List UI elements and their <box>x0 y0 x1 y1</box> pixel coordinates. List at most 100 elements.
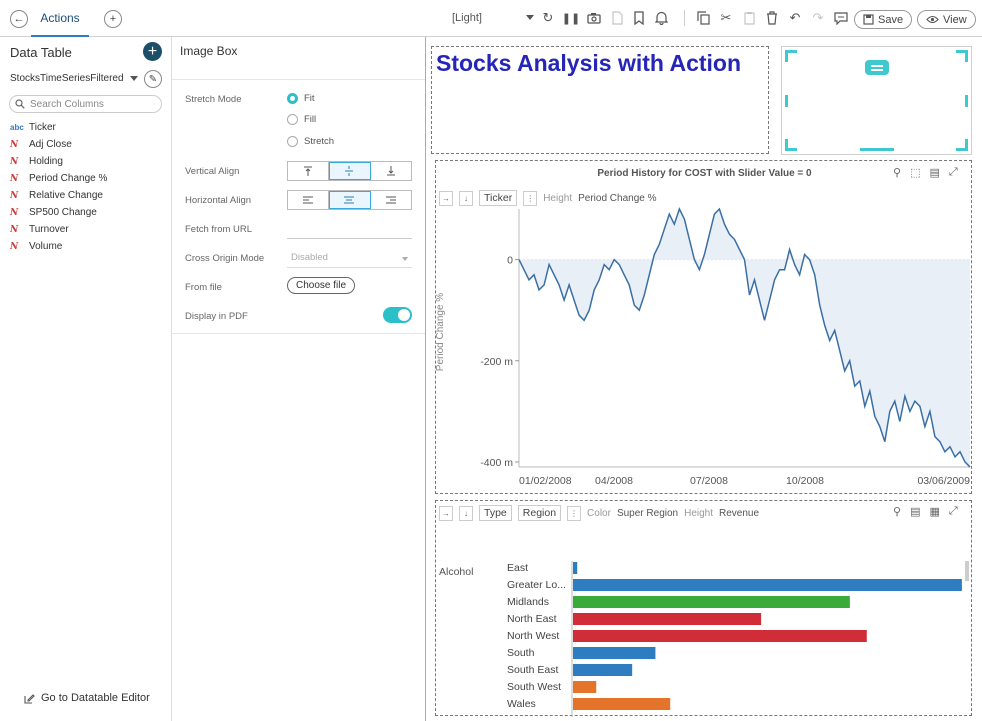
column-item[interactable]: N Adj Close <box>10 136 165 153</box>
tab-actions[interactable]: Actions <box>31 0 89 37</box>
save-button-label: Save <box>878 13 904 26</box>
save-button[interactable]: Save <box>854 10 913 29</box>
type-label: Alcohol <box>439 566 473 578</box>
properties-panel: Image Box Stretch Mode Fit Fill Stretch … <box>172 37 426 721</box>
document-icon <box>609 10 625 26</box>
y-tick-label: -400 m <box>480 457 513 469</box>
dashboard-title: Stocks Analysis with Action <box>436 50 742 76</box>
x-axis-icon[interactable]: → <box>439 505 453 521</box>
corner-handle[interactable] <box>956 50 968 62</box>
expand-icon[interactable]: ⤢ <box>948 166 958 178</box>
stretch-fill-radio[interactable]: Fill <box>287 114 316 125</box>
search-icon[interactable]: ⚲ <box>893 167 902 179</box>
chevron-down-icon[interactable] <box>130 76 138 81</box>
theme-select[interactable]: [Light] <box>452 12 534 24</box>
corner-handle[interactable] <box>785 50 797 62</box>
datasource-select[interactable]: StocksTimeSeriesFiltered <box>10 73 124 84</box>
scatter-icon[interactable]: ⋮ <box>567 505 582 521</box>
search-icon[interactable]: ⚲ <box>893 506 902 518</box>
align-bottom-icon[interactable] <box>371 162 411 180</box>
title-text-box[interactable]: Stocks Analysis with Action <box>431 46 769 154</box>
from-file-label: From file <box>185 282 222 293</box>
horizontal-align-label: Horizontal Align <box>185 195 252 206</box>
chevron-down-icon <box>526 15 534 20</box>
expand-icon[interactable]: ⤢ <box>948 505 958 517</box>
camera-icon[interactable] <box>586 10 602 26</box>
bar <box>573 698 671 710</box>
add-datasource-button[interactable]: + <box>143 42 162 61</box>
edit-datasource-icon[interactable]: ✎ <box>144 70 162 88</box>
search-columns[interactable] <box>9 95 162 113</box>
vertical-align-control <box>287 161 412 181</box>
column-item[interactable]: N Holding <box>10 153 165 170</box>
x-tick-label: 07/2008 <box>690 475 728 487</box>
column-name: Volume <box>29 241 63 252</box>
divider <box>172 79 425 80</box>
type-chip[interactable]: Type <box>479 505 512 521</box>
column-item[interactable]: N SP500 Change <box>10 204 165 221</box>
comment-icon[interactable] <box>833 10 849 26</box>
line-viz-variables: → ↓ Ticker ⋮ Height Period Change % <box>439 190 657 206</box>
cut-icon[interactable]: ✂ <box>720 10 732 25</box>
side-handle[interactable] <box>785 95 788 107</box>
column-item[interactable]: N Turnover <box>10 221 165 238</box>
back-icon[interactable]: ← <box>10 10 28 28</box>
save-icon <box>863 14 874 25</box>
align-top-icon[interactable] <box>288 162 330 180</box>
choose-file-button[interactable]: Choose file <box>287 277 356 294</box>
side-handle[interactable] <box>860 148 894 151</box>
top-toolbar: ← Actions + [Light] ↻ ❚❚ ✂ ↶ ↷ Save View <box>0 0 982 37</box>
align-middle-icon[interactable] <box>329 162 371 180</box>
stretch-stretch-radio[interactable]: Stretch <box>287 136 334 147</box>
search-input[interactable] <box>30 98 150 110</box>
stretch-fit-radio[interactable]: Fit <box>287 93 315 104</box>
corner-handle[interactable] <box>956 139 968 151</box>
align-right-icon[interactable] <box>371 191 411 209</box>
view-button[interactable]: View <box>917 10 976 29</box>
column-item[interactable]: N Relative Change <box>10 187 165 204</box>
pause-icon[interactable]: ❚❚ <box>561 12 581 25</box>
image-box-selected[interactable] <box>781 46 972 155</box>
region-chip[interactable]: Region <box>517 505 562 521</box>
add-tab-icon[interactable]: + <box>104 10 122 28</box>
height-value[interactable]: Period Change % <box>578 192 657 204</box>
column-name: Turnover <box>29 224 69 235</box>
refresh-icon[interactable]: ↻ <box>542 10 554 25</box>
bar <box>573 681 597 693</box>
undo-icon[interactable]: ↶ <box>789 10 801 25</box>
bar-viz-tools: ⚲ ▤ ▦ ⤢ <box>893 505 958 518</box>
side-handle[interactable] <box>965 95 968 107</box>
bell-icon[interactable] <box>653 10 669 26</box>
x-axis-icon[interactable]: → <box>439 190 453 206</box>
copy-icon[interactable] <box>695 10 711 26</box>
column-item[interactable]: N Volume <box>10 238 165 255</box>
color-value[interactable]: Super Region <box>616 507 679 519</box>
stretch-mode-label: Stretch Mode <box>185 94 242 105</box>
export-icon[interactable]: ▤ <box>929 167 940 179</box>
trash-icon[interactable] <box>764 10 780 26</box>
column-item[interactable]: abc Ticker <box>10 119 165 136</box>
search-icon <box>15 99 25 109</box>
scatter-icon[interactable]: ⋮ <box>523 190 538 206</box>
goto-datatable-editor-link[interactable]: Go to Datatable Editor <box>24 692 150 704</box>
y-axis-icon[interactable]: ↓ <box>459 190 473 206</box>
display-pdf-toggle[interactable] <box>383 307 412 323</box>
align-left-icon[interactable] <box>288 191 330 209</box>
select-icon[interactable]: ⬚ <box>910 167 921 179</box>
align-center-icon[interactable] <box>329 191 371 209</box>
fetch-url-input[interactable] <box>287 221 412 239</box>
export-icon[interactable]: ▤ <box>910 506 921 518</box>
bookmark-icon[interactable] <box>631 10 647 26</box>
radio-icon <box>287 136 298 147</box>
toolbar-divider <box>684 10 685 26</box>
table-icon[interactable]: ▦ <box>929 506 940 518</box>
category-label: North East <box>507 613 557 625</box>
height-label: Height <box>543 192 573 204</box>
ticker-chip[interactable]: Ticker <box>479 190 518 206</box>
height-value[interactable]: Revenue <box>719 507 760 519</box>
height-label: Height <box>684 507 714 519</box>
image-box-icon <box>865 60 889 75</box>
corner-handle[interactable] <box>785 139 797 151</box>
y-axis-icon[interactable]: ↓ <box>459 505 473 521</box>
column-item[interactable]: N Period Change % <box>10 170 165 187</box>
